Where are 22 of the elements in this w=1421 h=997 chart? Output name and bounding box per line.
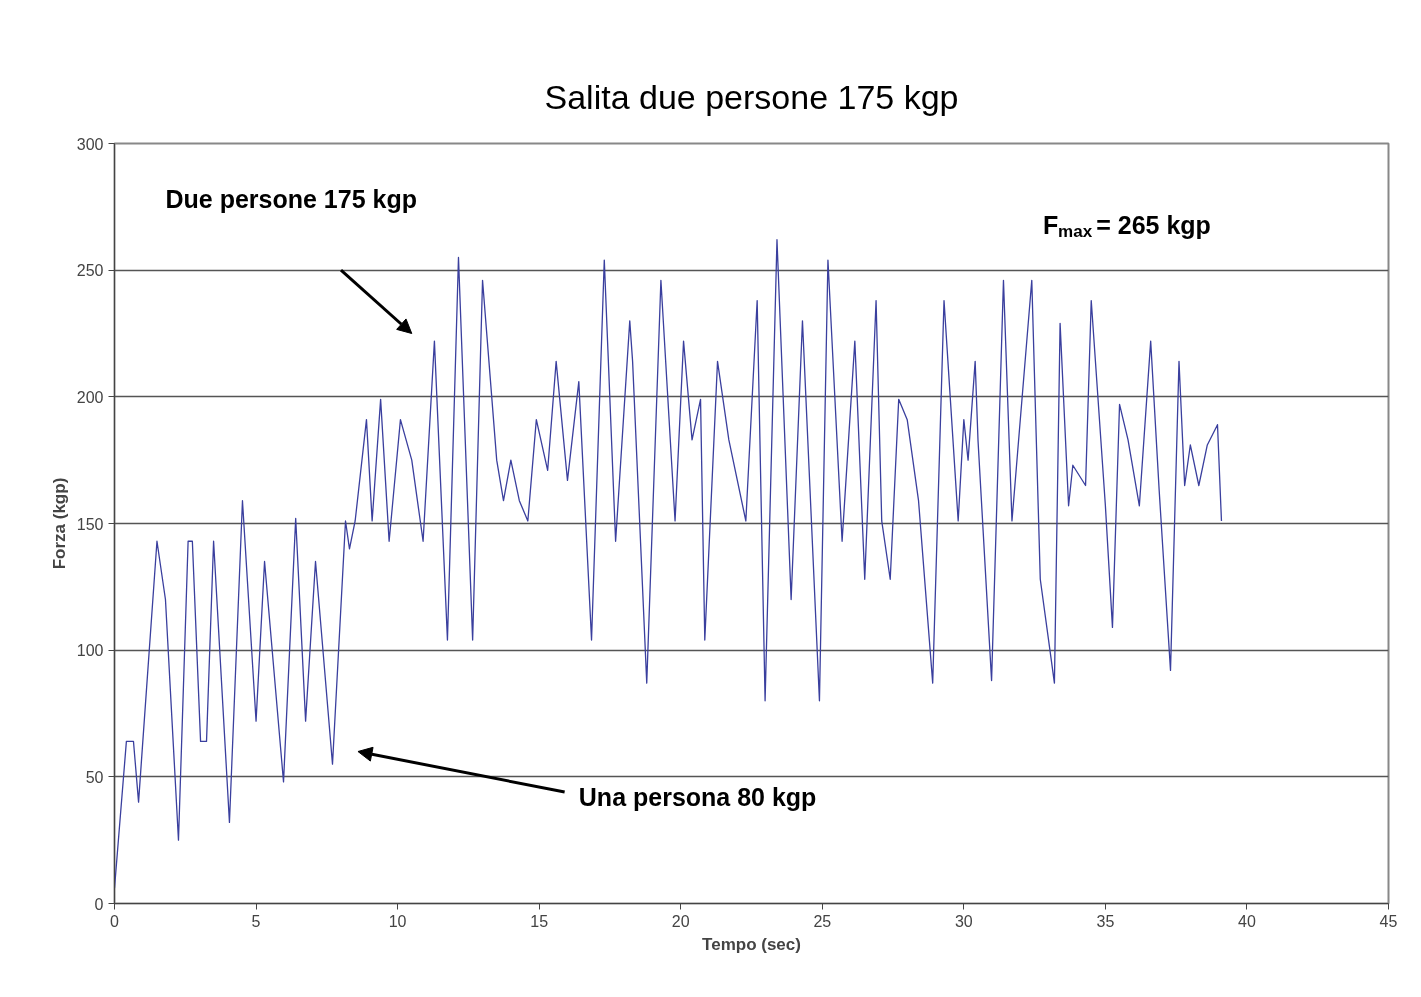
y-tick-label: 0 [94, 895, 104, 913]
y-tick-label: 300 [76, 135, 104, 153]
y-tick-label: 150 [76, 515, 104, 533]
x-tick-label: 20 [671, 912, 690, 930]
x-tick-label: 45 [1379, 912, 1398, 930]
y-axis-title: Forza (kgp) [49, 477, 69, 570]
chart-title: Salita due persone 175 kgp [544, 78, 959, 116]
y-tick-label: 250 [76, 262, 104, 280]
annotation: Due persone 175 kgp [165, 185, 417, 214]
annotation: Una persona 80 kgp [578, 783, 817, 812]
x-axis-title: Tempo (sec) [702, 934, 801, 954]
x-tick-label: 35 [1096, 912, 1115, 930]
x-tick-label: 0 [110, 912, 120, 930]
x-tick-label: 10 [388, 912, 407, 930]
y-tick-label: 100 [76, 642, 104, 660]
x-tick-label: 5 [251, 912, 261, 930]
y-tick-label: 50 [85, 768, 104, 786]
y-tick-label: 200 [76, 388, 104, 406]
x-tick-label: 40 [1238, 912, 1256, 930]
x-tick-label: 30 [954, 912, 973, 930]
x-tick-label: 15 [530, 912, 549, 930]
x-tick-label: 25 [813, 912, 832, 930]
